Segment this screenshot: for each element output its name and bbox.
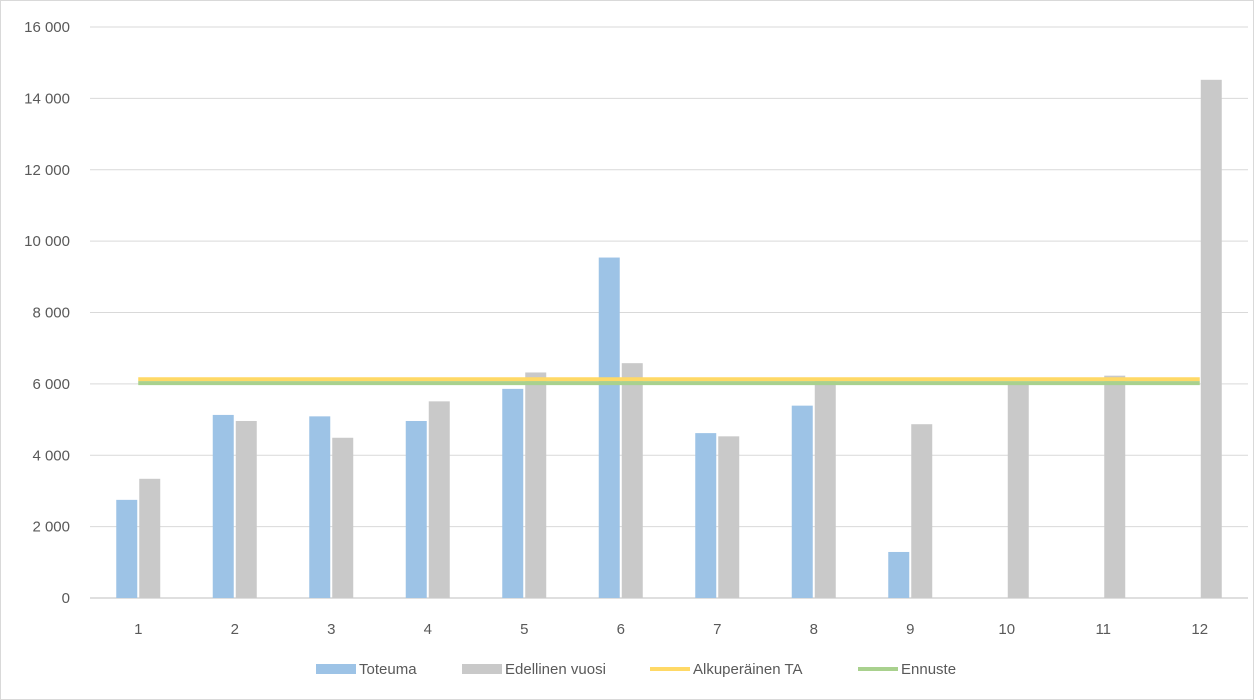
x-tick-label: 5 — [520, 621, 528, 638]
x-tick-label: 11 — [1095, 621, 1111, 638]
x-tick-label: 1 — [134, 621, 142, 638]
x-tick-label: 8 — [810, 621, 818, 638]
bar-toteuma — [791, 405, 813, 598]
bar-edellinen-vuosi — [428, 401, 450, 598]
legend-swatch-edellinen-vuosi — [462, 664, 502, 674]
bar-edellinen-vuosi — [911, 424, 933, 598]
bar-toteuma — [405, 420, 427, 598]
bar-edellinen-vuosi — [718, 436, 740, 598]
bar-toteuma — [695, 433, 717, 598]
bar-toteuma — [116, 499, 138, 598]
y-tick-label: 12 000 — [24, 162, 70, 179]
y-tick-label: 14 000 — [24, 90, 70, 107]
bar-edellinen-vuosi — [1007, 383, 1029, 598]
legend-swatch-toteuma — [316, 664, 356, 674]
bar-toteuma — [309, 416, 331, 598]
x-tick-label: 4 — [424, 621, 432, 638]
bar-toteuma — [502, 388, 524, 598]
gridlines — [90, 26, 1248, 599]
bar-edellinen-vuosi — [235, 420, 257, 598]
legend-label-ennuste: Ennuste — [901, 661, 956, 678]
bar-edellinen-vuosi — [621, 363, 643, 598]
y-tick-label: 0 — [62, 590, 70, 607]
y-tick-label: 2 000 — [32, 519, 70, 536]
x-tick-label: 9 — [906, 621, 914, 638]
bar-edellinen-vuosi — [139, 478, 161, 598]
bar-toteuma — [598, 257, 620, 598]
bar-edellinen-vuosi — [1104, 375, 1126, 598]
bar-edellinen-vuosi — [332, 437, 354, 598]
bars — [116, 79, 1222, 598]
legend-label-edellinen-vuosi: Edellinen vuosi — [505, 661, 606, 678]
y-tick-label: 6 000 — [32, 376, 70, 393]
bar-edellinen-vuosi — [814, 381, 836, 598]
series-lines — [138, 377, 1200, 386]
bar-edellinen-vuosi — [1200, 79, 1222, 598]
bar-edellinen-vuosi — [525, 372, 547, 598]
y-tick-label: 4 000 — [32, 447, 70, 464]
x-tick-label: 7 — [713, 621, 721, 638]
x-tick-label: 12 — [1191, 621, 1208, 638]
x-tick-label: 3 — [327, 621, 335, 638]
bar-toteuma — [888, 551, 910, 598]
y-tick-label: 16 000 — [24, 19, 70, 36]
legend-label-toteuma: Toteuma — [359, 661, 417, 678]
y-tick-label: 8 000 — [32, 305, 70, 322]
x-tick-label: 2 — [231, 621, 239, 638]
bar-toteuma — [212, 414, 234, 598]
y-tick-label: 10 000 — [24, 233, 70, 250]
x-tick-label: 6 — [617, 621, 625, 638]
y-axis-labels: 0 2 000 4 000 6 000 8 000 10 000 12 000 14 000 1… — [24, 19, 70, 607]
x-axis-labels: 1 2 3 4 5 6 7 8 9 10 11 12 — [134, 621, 1208, 638]
x-tick-label: 10 — [998, 621, 1015, 638]
legend: Toteuma Edellinen vuosi Alkuperäinen TA Enn… — [316, 661, 956, 678]
legend-label-alkuper-inen-ta: Alkuperäinen TA — [693, 661, 803, 678]
